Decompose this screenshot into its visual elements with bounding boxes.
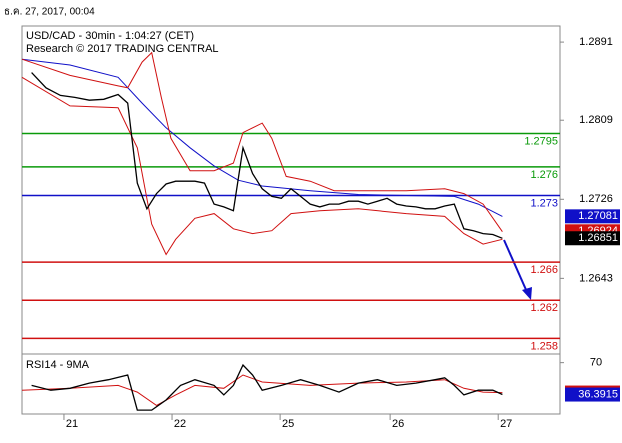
price-box xyxy=(565,231,620,246)
chart-subtitle: Research © 2017 TRADING CENTRAL xyxy=(26,43,219,55)
x-tick-label: 26 xyxy=(392,418,404,430)
y-tick-label: 1.2809 xyxy=(579,114,613,126)
level-label: 1.266 xyxy=(530,264,558,276)
x-tick-label: 25 xyxy=(282,418,294,430)
level-label: 1.276 xyxy=(530,169,558,181)
y-tick-label: 1.2891 xyxy=(579,36,613,48)
y-tick-label: 1.2643 xyxy=(579,272,613,284)
forecast-arrow xyxy=(503,239,532,300)
price-box-label: 36.3915 xyxy=(578,388,618,400)
price-box xyxy=(565,387,620,402)
price-box-label: 1.26851 xyxy=(578,232,618,244)
price-box xyxy=(565,209,620,224)
plot-frame xyxy=(21,25,561,415)
chart-title: USD/CAD - 30min - 1:04:27 (CET) xyxy=(26,30,194,42)
level-label: 1.258 xyxy=(530,340,558,352)
level-label: 1.2795 xyxy=(524,135,558,147)
x-tick-label: 27 xyxy=(500,418,512,430)
level-label: 1.273 xyxy=(530,197,558,209)
x-tick-label: 21 xyxy=(66,418,78,430)
level-label: 1.262 xyxy=(530,302,558,314)
series-line xyxy=(31,72,503,239)
rsi-title: RSI14 - 9MA xyxy=(26,359,90,371)
y-tick-label: 1.2726 xyxy=(579,193,613,205)
series-line xyxy=(21,76,503,256)
series-line xyxy=(21,51,503,232)
y-tick-label: 70 xyxy=(590,357,602,369)
series-line xyxy=(31,363,503,411)
x-tick-label: 22 xyxy=(174,418,186,430)
timestamp: ธ.ค. 27, 2017, 00:04 xyxy=(4,7,95,18)
price-box-label: 1.27081 xyxy=(578,210,618,222)
